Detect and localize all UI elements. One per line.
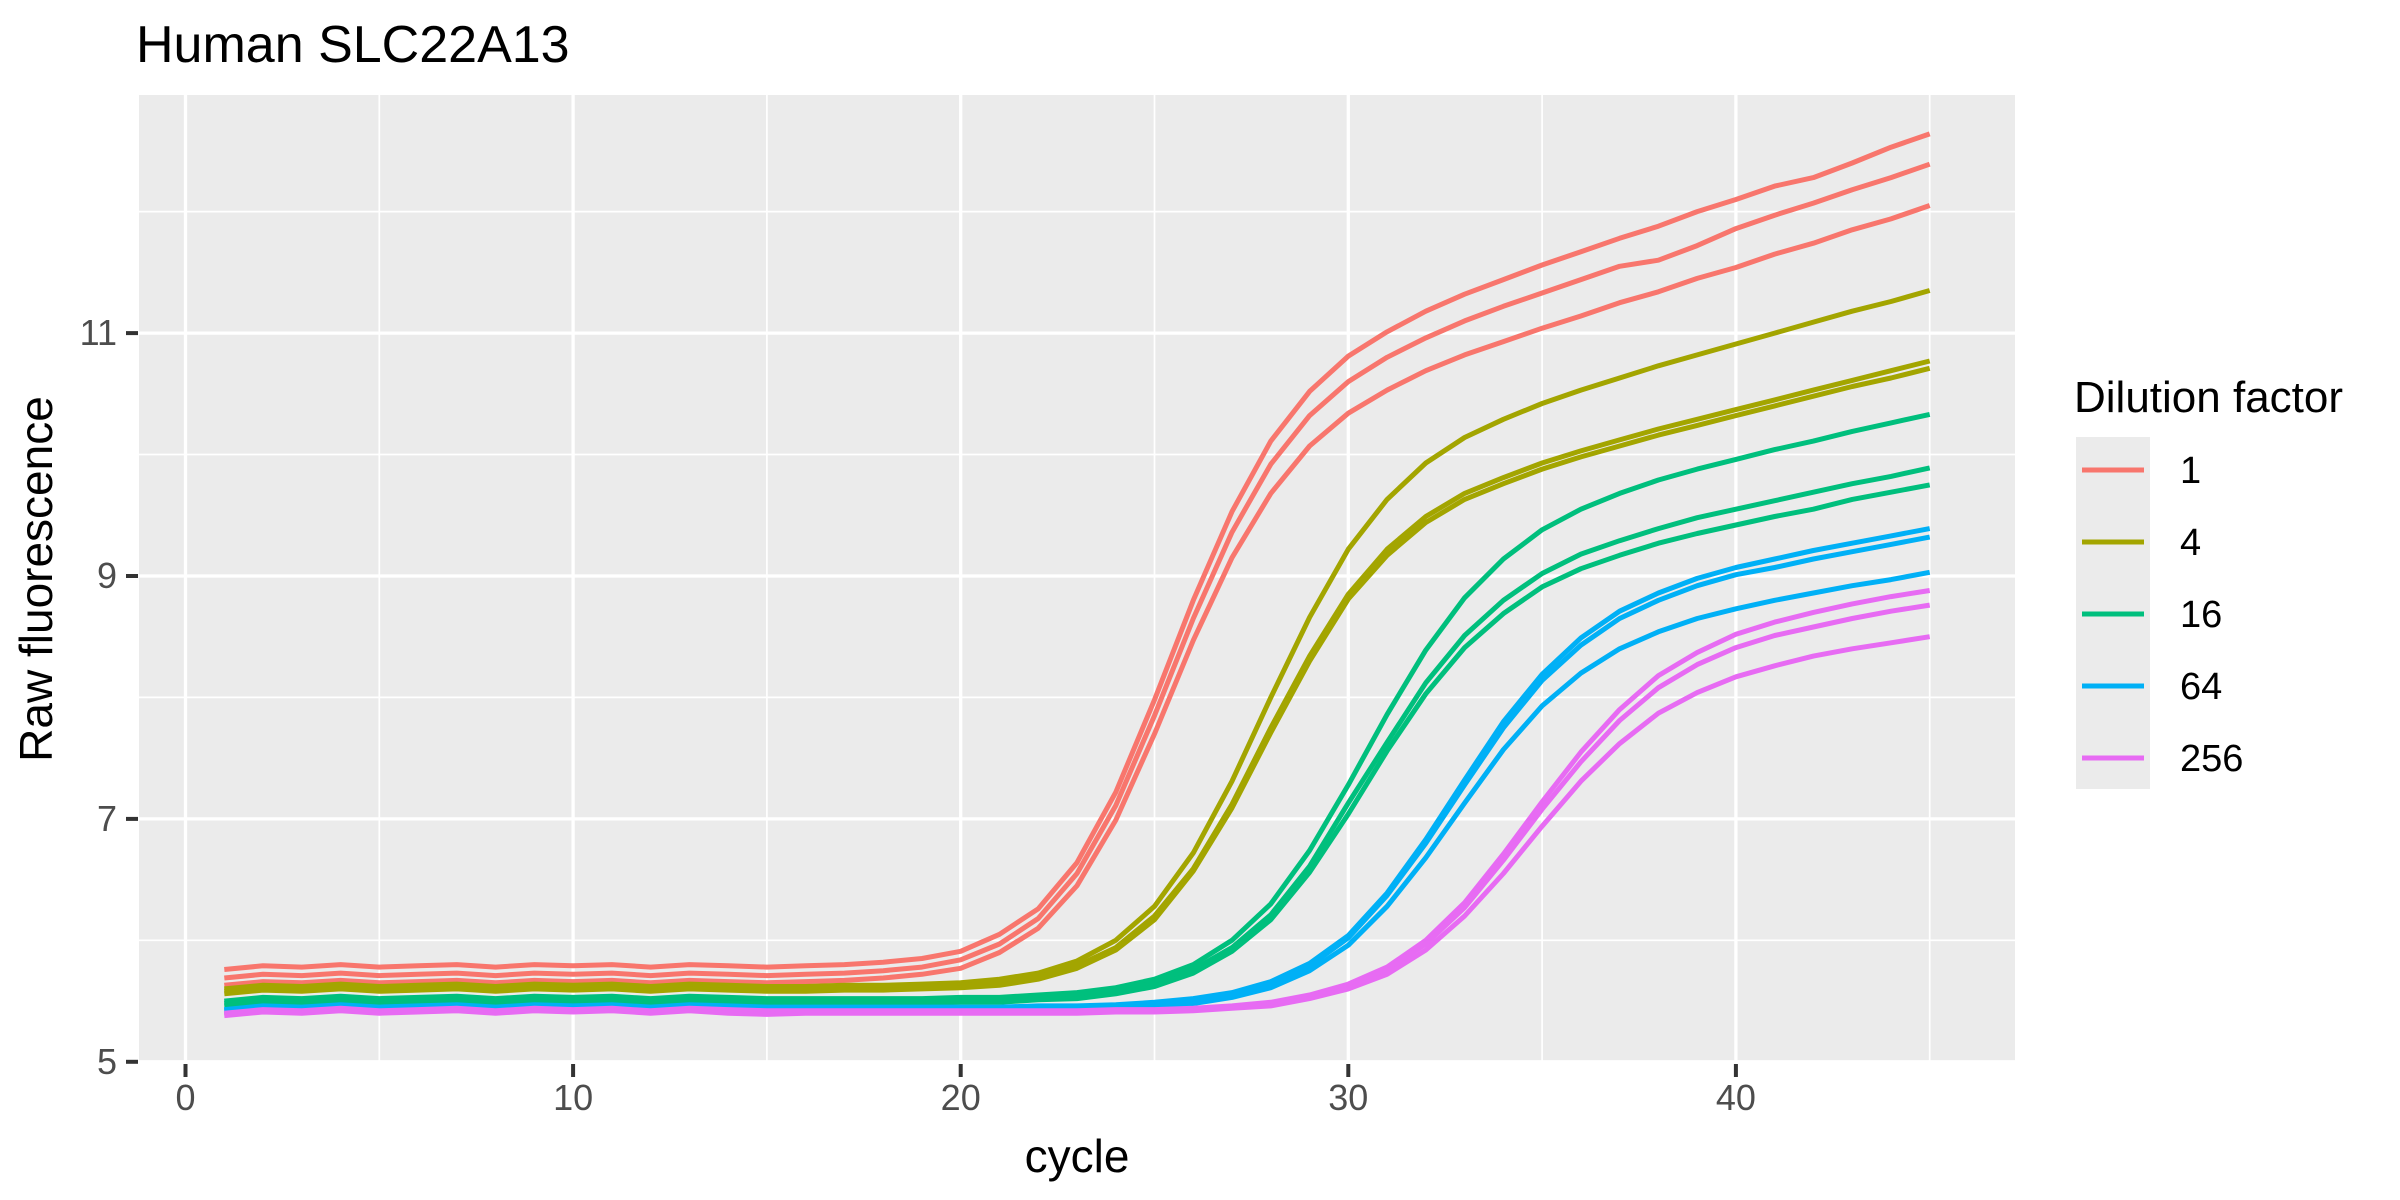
y-tick-label: 9: [97, 555, 117, 596]
series-line-dilution-1-rep3: [224, 203, 1931, 988]
y-axis-title: Raw fluorescence: [10, 396, 62, 762]
panel-background: [139, 95, 2015, 1063]
x-tick-label: 0: [175, 1077, 195, 1118]
series-line-dilution-256-rep3: [224, 634, 1931, 1019]
series-line-dilution-1-rep2: [224, 161, 1931, 981]
x-tick-label: 10: [553, 1077, 593, 1118]
axes: 0 10 20 30 40 5 7 9 11: [80, 312, 1756, 1118]
x-tick-label: 30: [1328, 1077, 1368, 1118]
legend-label-256: 256: [2180, 738, 2243, 780]
series-line-dilution-1-rep1: [224, 131, 1931, 972]
series-line-dilution-16-rep3: [224, 482, 1931, 1009]
y-tick-label: 7: [97, 798, 117, 839]
legend-label-16: 16: [2180, 594, 2222, 636]
x-tick-label: 40: [1716, 1077, 1756, 1118]
legend-label-1: 1: [2180, 450, 2201, 492]
y-tick-label: 11: [80, 312, 117, 353]
legend-label-64: 64: [2180, 666, 2222, 708]
chart-title: Human SLC22A13: [136, 16, 570, 74]
legend-title: Dilution factor: [2074, 373, 2343, 422]
x-axis-title: cycle: [1025, 1130, 1130, 1182]
x-tick-label: 20: [941, 1077, 981, 1118]
series-lines: [224, 131, 1931, 1019]
legend: Dilution factor 1 4 16 64 256: [2074, 373, 2343, 789]
y-tick-label: 5: [97, 1041, 117, 1082]
plot-panel: [139, 95, 2015, 1064]
series-line-dilution-4-rep3: [224, 365, 1931, 997]
legend-label-4: 4: [2180, 522, 2201, 564]
